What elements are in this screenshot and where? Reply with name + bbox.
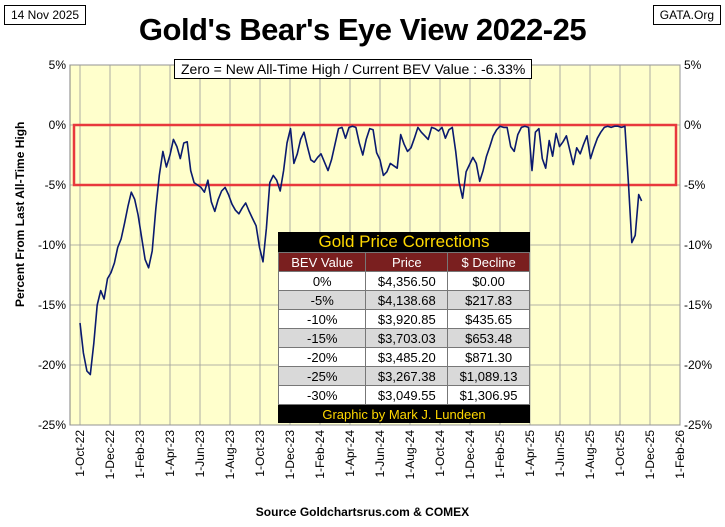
x-tick-label: 1-Jun-24 xyxy=(373,430,387,478)
x-tick-label: 1-Dec-24 xyxy=(463,430,477,480)
y-tick-label: -20% xyxy=(38,358,66,372)
x-tick-label: 1-Oct-23 xyxy=(253,430,267,477)
source-tag: GATA.Org xyxy=(652,5,721,25)
y-tick-label: -5% xyxy=(45,178,67,192)
x-tick-label: 1-Oct-24 xyxy=(433,430,447,477)
y-tick-labels-left: 5% 0% -5% -10% -15% -20% -25% xyxy=(38,58,66,432)
table-row: -5% $4,138.68 $217.83 xyxy=(277,290,530,310)
y-axis-label: Percent From Last All-Time High xyxy=(13,121,27,307)
table-row: -20% $3,485.20 $871.30 xyxy=(277,347,530,367)
table-cell: -30% xyxy=(277,385,367,405)
x-tick-label: 1-Aug-23 xyxy=(223,430,237,480)
y-tick-label: -20% xyxy=(684,358,712,372)
x-tick-label: 1-Apr-25 xyxy=(523,430,537,477)
table-cell: $0.00 xyxy=(447,271,530,291)
column-header-price: Price xyxy=(365,252,449,272)
x-tick-label: 1-Dec-25 xyxy=(643,430,657,480)
x-tick-label: 1-Jun-23 xyxy=(193,430,207,478)
source-footer: Source Goldchartsrus.com & COMEX xyxy=(255,505,470,519)
y-tick-label: 5% xyxy=(49,58,67,72)
table-row: 0% $4,356.50 $0.00 xyxy=(277,271,530,291)
x-tick-labels: 1-Oct-22 1-Dec-22 1-Feb-23 1-Apr-23 1-Jun-23… xyxy=(73,430,687,480)
column-header-bev-value: BEV Value xyxy=(277,252,367,272)
table-cell: -20% xyxy=(277,347,367,367)
x-tick-label: 1-Apr-24 xyxy=(343,430,357,477)
table-row: -30% $3,049.55 $1,306.95 xyxy=(277,385,530,405)
gold-price-corrections-table: Gold Price Corrections BEV Value Price $… xyxy=(277,232,530,423)
x-tick-label: 1-Apr-23 xyxy=(163,430,177,477)
y-tick-label: -15% xyxy=(38,298,66,312)
y-tick-label: 5% xyxy=(684,58,702,72)
table-row: -25% $3,267.38 $1,089.13 xyxy=(277,366,530,386)
table-title: Gold Price Corrections xyxy=(318,232,490,251)
x-tick-label: 1-Feb-25 xyxy=(493,430,507,479)
x-tick-label: 1-Dec-23 xyxy=(283,430,297,480)
table-cell: $871.30 xyxy=(447,347,530,367)
y-tick-label: 0% xyxy=(49,118,67,132)
table-cell: $1,089.13 xyxy=(447,366,530,386)
table-cell: $3,485.20 xyxy=(365,347,449,367)
x-tick-label: 1-Oct-25 xyxy=(613,430,627,477)
series-line-bev xyxy=(79,125,643,376)
table-cell: $3,920.85 xyxy=(365,309,449,329)
column-header-decline: $ Decline xyxy=(447,252,530,272)
table-row: -15% $3,703.03 $653.48 xyxy=(277,328,530,348)
table-row: -10% $3,920.85 $435.65 xyxy=(277,309,530,329)
x-tick-label: 1-Oct-22 xyxy=(73,430,87,477)
table-cell: $435.65 xyxy=(447,309,530,329)
x-tick-label: 1-Feb-26 xyxy=(673,430,687,479)
x-tick-label: 1-Aug-24 xyxy=(403,430,417,480)
table-cell: $3,049.55 xyxy=(365,385,449,405)
y-tick-label: -25% xyxy=(38,418,66,432)
table-cell: 0% xyxy=(277,271,367,291)
y-tick-label: -10% xyxy=(684,238,712,252)
table-cell: -5% xyxy=(277,290,367,310)
table-cell: $3,267.38 xyxy=(365,366,449,386)
date-label: 14 Nov 2025 xyxy=(4,5,87,25)
x-tick-label: 1-Aug-25 xyxy=(583,430,597,480)
zero-to-minus-five-box xyxy=(72,123,678,187)
x-tick-label: 1-Feb-24 xyxy=(313,430,327,479)
y-tick-labels-right: 5% 0% -5% -10% -15% -20% -25% xyxy=(684,58,712,432)
x-tick-label: 1-Jun-25 xyxy=(553,430,567,478)
table-credit: Graphic by Mark J. Lundeen xyxy=(322,406,486,422)
y-tick-label: -25% xyxy=(684,418,712,432)
table-cell: $3,703.03 xyxy=(365,328,449,348)
table-cell: $217.83 xyxy=(447,290,530,310)
y-tick-label: 0% xyxy=(684,118,702,132)
y-tick-label: -10% xyxy=(38,238,66,252)
x-tick-label: 1-Feb-23 xyxy=(133,430,147,479)
table-cell: $4,356.50 xyxy=(365,271,449,291)
table-cell: -25% xyxy=(277,366,367,386)
chart-title: Gold's Bear's Eye View 2022-25 xyxy=(138,12,587,47)
x-tick-label: 1-Dec-22 xyxy=(103,430,117,480)
table-cell: $1,306.95 xyxy=(447,385,530,405)
chart-subtitle: Zero = New All-Time High / Current BEV V… xyxy=(174,59,533,79)
y-tick-label: -15% xyxy=(684,298,712,312)
table-cell: $653.48 xyxy=(447,328,530,348)
table-cell: $4,138.68 xyxy=(365,290,449,310)
table-cell: -15% xyxy=(277,328,367,348)
table-cell: -10% xyxy=(277,309,367,329)
y-tick-label: -5% xyxy=(684,178,706,192)
